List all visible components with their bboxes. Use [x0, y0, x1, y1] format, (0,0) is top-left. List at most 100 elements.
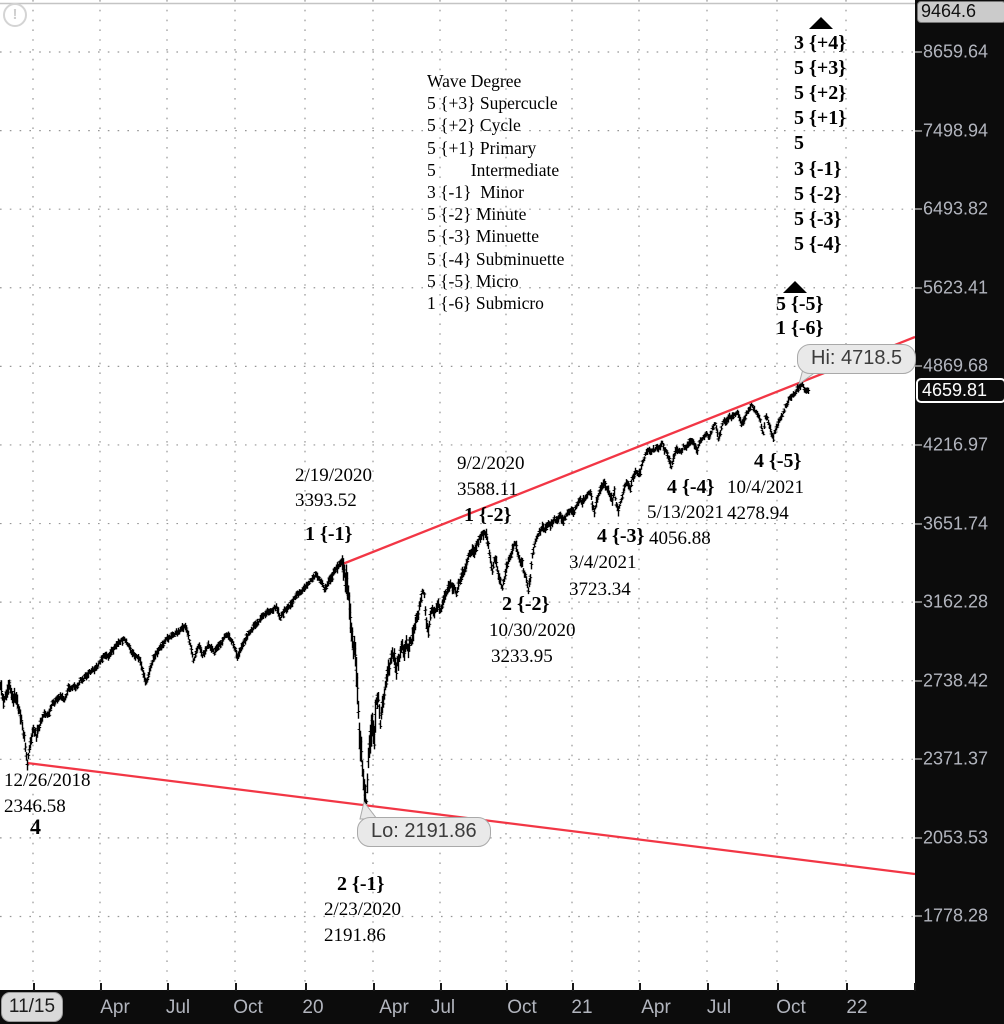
wave-substack-label: 5 {-5} [776, 293, 824, 315]
start-date-label: 11/15 [1, 992, 63, 1022]
time-axis-tick [572, 983, 574, 991]
price-axis-label: 2738.42 [923, 670, 989, 691]
pivot-date-price-label: 2191.86 [324, 925, 386, 946]
legend-item: 5 {-4} Subminuette [427, 248, 565, 269]
time-axis-label: 20 [302, 997, 324, 1018]
time-axis-tick [373, 983, 375, 991]
time-axis-tick [777, 983, 779, 991]
pivot-date-price-label: 2/19/2020 [295, 465, 373, 486]
price-axis-tick [915, 365, 922, 368]
price-axis-tick [915, 522, 922, 525]
wave-stack-label: 5 {+2} [794, 82, 847, 105]
data-alert-icon[interactable]: ! [3, 3, 27, 27]
price-axis-tick [915, 443, 922, 446]
legend-item: 5 {-3} Minuette [427, 226, 540, 247]
price-axis-label: 4216.97 [923, 434, 989, 455]
wave-stack-label: 5 {-3} [794, 207, 842, 230]
price-axis-label: 2053.53 [923, 827, 989, 848]
price-axis-label: 7498.94 [923, 120, 989, 141]
legend-item: 5 {+2} Cycle [427, 115, 521, 136]
low-price-tooltip: Lo: 2191.86 [357, 817, 491, 847]
price-axis-label: 3651.74 [923, 513, 989, 534]
wave-label: 2 {-2} [502, 593, 550, 615]
time-axis-label: Oct [233, 997, 263, 1018]
wave-substack-triangle-icon [783, 281, 807, 293]
wave-stack-label: 5 {+1} [794, 107, 847, 130]
price-axis-label: 3162.28 [923, 591, 989, 612]
price-axis-tick [915, 915, 922, 918]
price-axis-tick [915, 601, 922, 604]
last-price-label: 4659.81 [916, 378, 1004, 403]
legend-item: 5 {+1} Primary [427, 137, 537, 158]
pivot-date-price-label: 12/26/2018 [4, 770, 91, 791]
pivot-date-price-label: 3393.52 [295, 490, 357, 511]
pivot-date-price-label: 3233.95 [491, 646, 553, 667]
wave-label: 4 [30, 814, 41, 839]
wave-stack-triangle-icon [809, 17, 833, 29]
pivot-date-price-label: 2346.58 [4, 796, 66, 817]
time-axis-tick [167, 983, 169, 991]
time-axis[interactable]: Apr Jul Oct 20 Apr Jul Oct 21 Apr Jul Oct 22 [0, 990, 915, 1024]
legend-item: 5 {+3} Supercucle [427, 93, 558, 114]
wave-stack-label: 5 {+3} [794, 57, 847, 80]
price-axis-tick [915, 208, 922, 211]
price-axis-tick [915, 679, 922, 682]
price-axis-tick [915, 51, 922, 53]
price-axis[interactable]: 8659.64 7498.94 6493.82 5623.41 4869.68 4216.… [915, 0, 1004, 1024]
high-price-tooltip: Hi: 4718.5 [797, 344, 917, 374]
wave-label: 2 {-1} [337, 873, 385, 895]
time-axis-tick [440, 983, 442, 991]
time-axis-label: Jul [165, 997, 191, 1018]
time-axis-label: Apr [641, 997, 671, 1018]
legend-item: 5 {-5} Micro [427, 270, 519, 291]
time-axis-label: Apr [100, 997, 130, 1018]
time-axis-label: Oct [776, 997, 806, 1018]
price-axis-tick [915, 758, 922, 761]
wave-stack-label: 3 {+4} [794, 32, 847, 54]
price-axis-tick [915, 836, 922, 839]
pivot-date-price-label: 9/2/2020 [457, 453, 525, 474]
time-axis-tick [235, 983, 237, 991]
pivot-date-price-label: 5/13/2021 [647, 502, 725, 523]
wave-label: 4 {-5} [754, 450, 802, 472]
pivot-date-price-label: 10/4/2021 [727, 477, 805, 498]
wave-label: 1 {-1} [305, 523, 353, 545]
time-axis-tick [100, 983, 102, 991]
price-axis-label: 4869.68 [923, 355, 989, 376]
pivot-date-price-label: 4056.88 [649, 528, 711, 549]
legend-item: 5 Intermediate [427, 159, 560, 180]
price-axis-tick [915, 129, 922, 132]
legend-item: 5 {-2} Minute [427, 204, 527, 225]
wave-stack-label: 5 [794, 132, 804, 155]
wave-stack-label: 5 {-2} [794, 182, 842, 205]
time-axis-label: 21 [571, 997, 593, 1018]
pivot-date-price-label: 10/30/2020 [489, 620, 576, 641]
price-axis-label: 1778.28 [923, 905, 989, 926]
price-axis-label: 5623.41 [923, 277, 989, 298]
time-axis-label: Apr [379, 997, 409, 1018]
time-axis-tick [305, 983, 307, 991]
time-axis-tick [846, 983, 848, 991]
time-axis-label: 22 [846, 997, 868, 1018]
time-axis-tick [33, 983, 35, 991]
wave-substack-label: 1 {-6} [776, 317, 824, 339]
time-axis-tick [506, 983, 508, 991]
wave-stack-label: 3 {-1} [794, 157, 842, 180]
pivot-date-price-label: 4278.94 [727, 503, 789, 524]
time-axis-tick [639, 983, 641, 991]
wave-label: 1 {-2} [464, 504, 512, 526]
time-axis-label: Jul [706, 997, 732, 1018]
time-axis-tick [707, 983, 709, 991]
price-level-marker: 9464.6 [917, 1, 1004, 23]
price-axis-tick [915, 286, 922, 289]
price-axis-label: 8659.64 [923, 41, 989, 62]
pivot-date-price-label: 3723.34 [569, 579, 631, 600]
pivot-date-price-label: 3588.11 [457, 479, 519, 500]
wave-label: 4 {-3} [597, 525, 645, 547]
pivot-date-price-label: 2/23/2020 [324, 899, 402, 920]
time-axis-tick [914, 983, 916, 991]
legend-item: 3 {-1} Minor [427, 182, 525, 202]
price-axis-label: 2371.37 [923, 748, 989, 769]
upper-trendline[interactable] [339, 335, 915, 567]
wave-stack-label: 5 {-4} [794, 232, 842, 255]
